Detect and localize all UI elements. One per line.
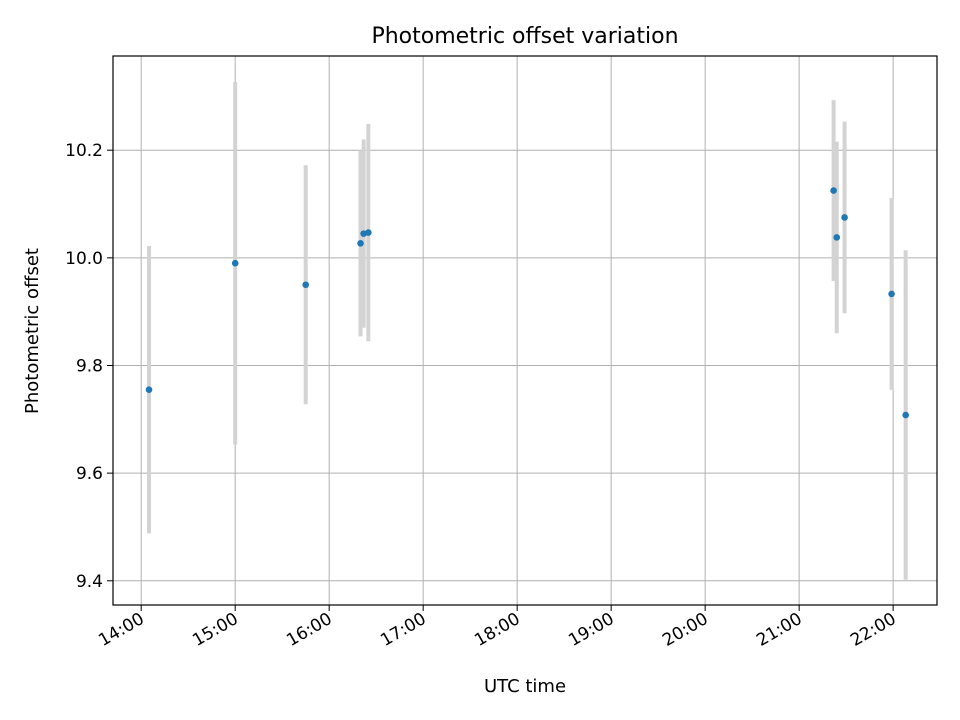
x-axis-ticks: 14:00 15:00 16:00 17:00 18:00 19:00 20:00 21:00…	[95, 605, 900, 651]
data-point	[302, 281, 309, 289]
data-point	[833, 234, 841, 241]
x-tick-label: 16:00	[283, 609, 335, 651]
x-tick-label: 22:00	[847, 609, 899, 651]
x-tick-label: 14:00	[95, 609, 147, 651]
y-tick-label: 10.2	[65, 141, 103, 161]
data-point	[841, 214, 848, 221]
y-tick-label: 9.8	[76, 356, 103, 376]
data-point	[902, 411, 909, 419]
data-point	[830, 187, 837, 194]
x-tick-label: 17:00	[377, 609, 429, 651]
error-bars	[147, 81, 908, 580]
x-tick-label: 18:00	[471, 609, 523, 651]
y-axis-label: Photometric offset	[22, 248, 43, 414]
data-point	[231, 259, 239, 267]
y-tick-label: 9.4	[76, 572, 103, 592]
chart-title: Photometric offset variation	[371, 24, 678, 49]
x-tick-label: 19:00	[565, 609, 617, 651]
grid	[113, 56, 937, 605]
y-axis-ticks: 9.4 9.6 9.8 10.0 10.2	[65, 141, 113, 592]
x-axis-label: UTC time	[484, 676, 566, 697]
data-points	[145, 187, 909, 419]
data-point	[365, 229, 372, 236]
y-tick-label: 10.0	[65, 249, 103, 269]
plot-frame	[112, 55, 938, 606]
x-tick-label: 20:00	[659, 609, 711, 651]
data-point	[357, 240, 364, 247]
data-point	[145, 386, 153, 394]
data-point	[888, 290, 895, 298]
x-tick-label: 15:00	[189, 609, 241, 651]
x-tick-label: 21:00	[753, 609, 805, 651]
y-tick-label: 9.6	[76, 464, 103, 484]
